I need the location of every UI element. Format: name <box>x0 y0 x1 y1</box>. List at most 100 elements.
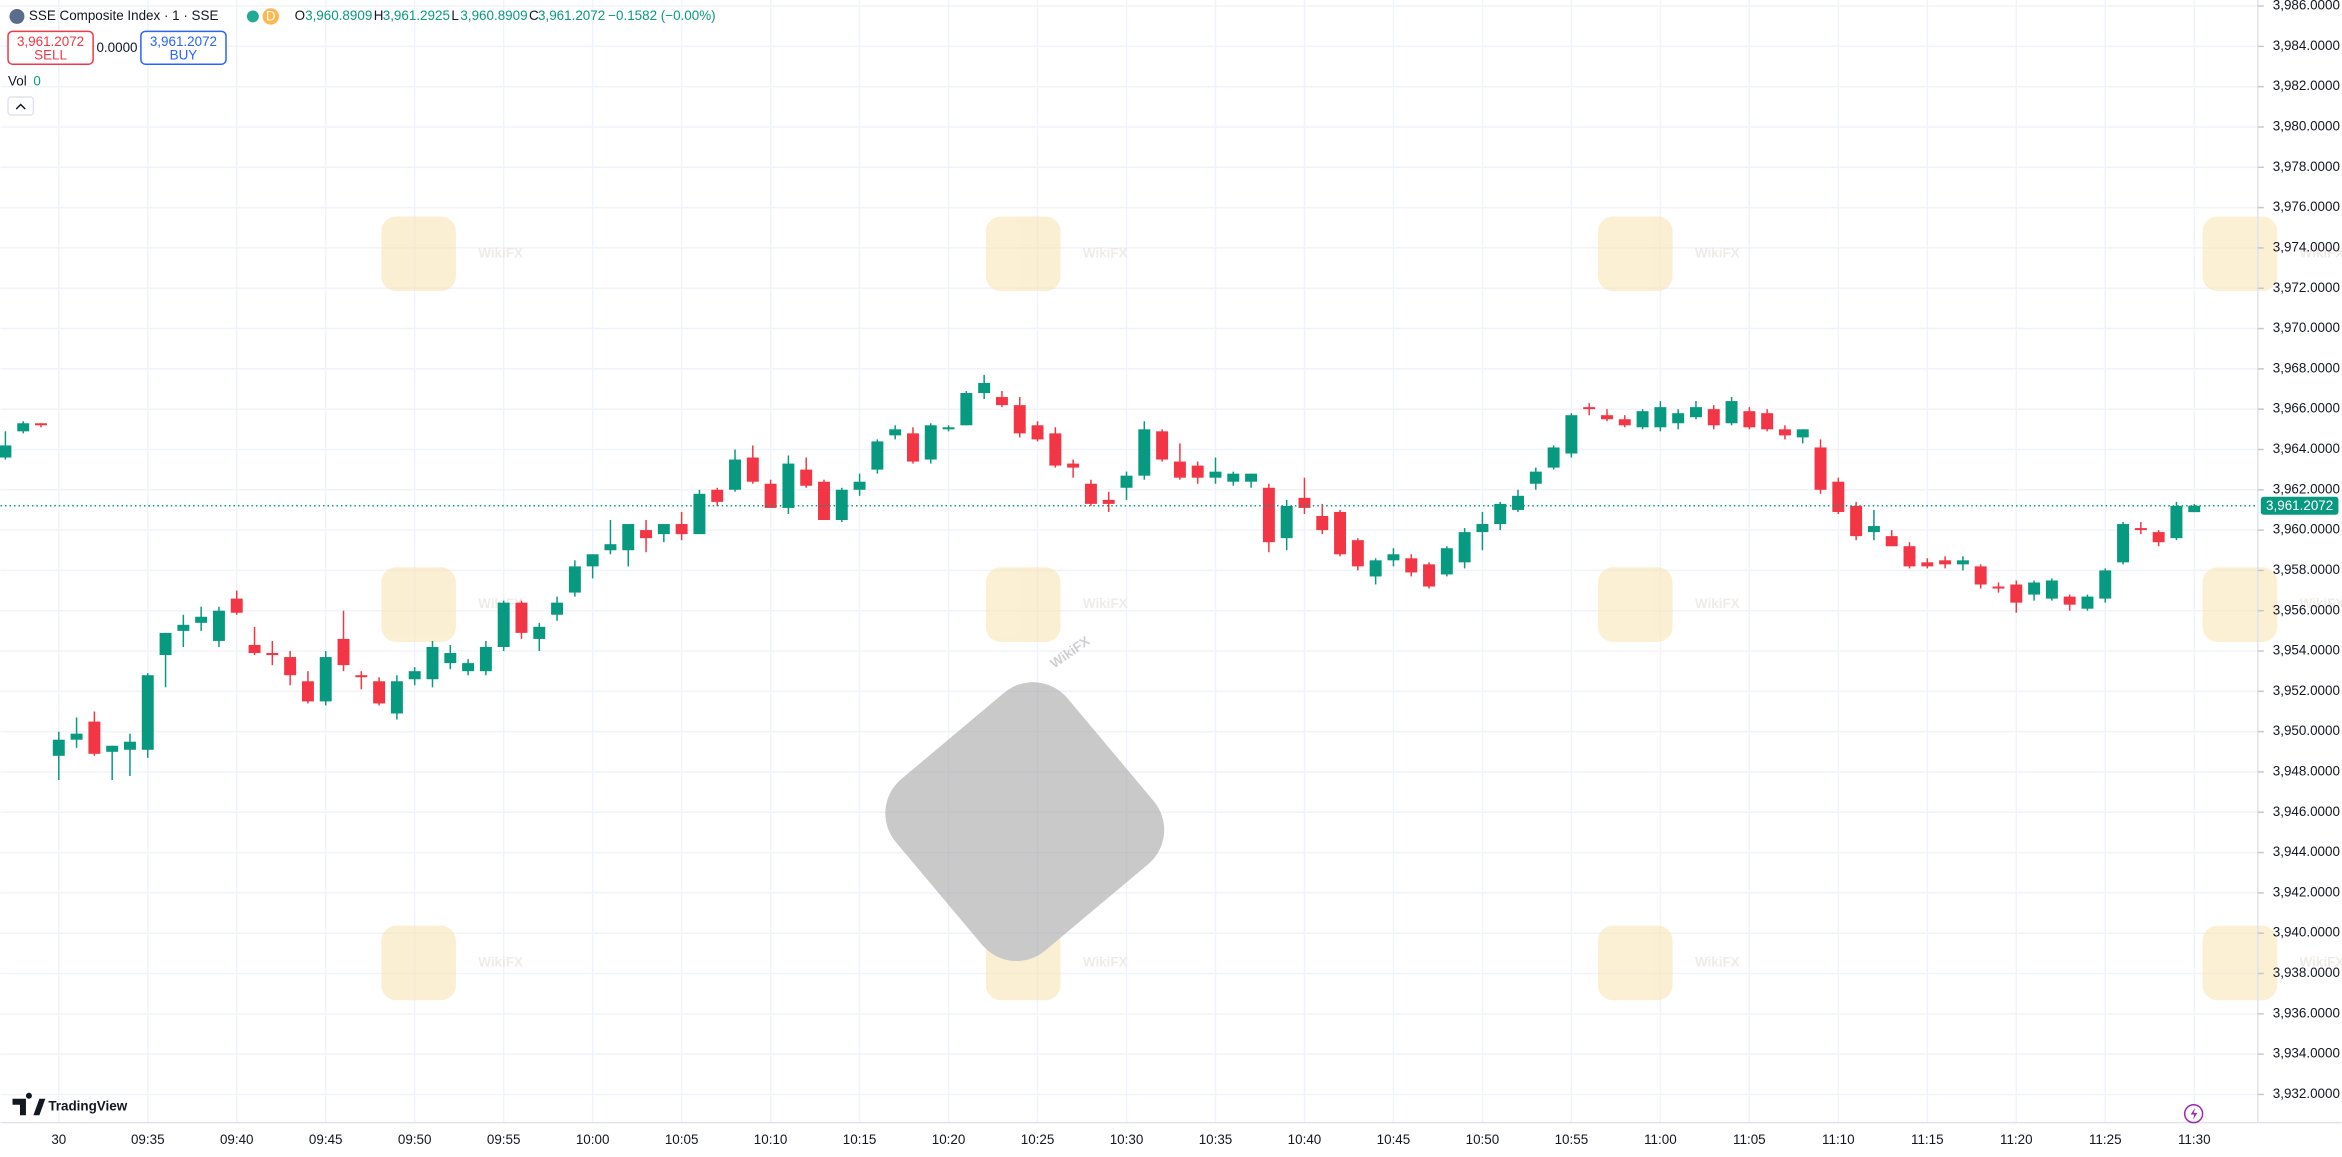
candle-body <box>1796 429 1809 438</box>
y-tick-label: 3,974.0000 <box>2273 239 2340 254</box>
market-status <box>246 10 259 23</box>
x-tick-label: 10:50 <box>1466 1132 1500 1147</box>
x-tick-label: 11:00 <box>1644 1132 1677 1147</box>
candle-body <box>284 657 297 676</box>
candle-body <box>693 493 706 535</box>
candle-body <box>1654 407 1667 428</box>
candle-body <box>88 721 101 754</box>
symbol-title[interactable]: SSE Composite Index · 1 · SSE <box>29 8 219 23</box>
buy-label: BUY <box>170 48 198 63</box>
interval-badge <box>262 8 279 25</box>
sell-label: SELL <box>34 48 67 63</box>
candle-body <box>1209 471 1222 478</box>
x-tick-label: 10:55 <box>1555 1132 1589 1147</box>
candle-body <box>1974 566 1987 585</box>
candle-body <box>1707 409 1720 426</box>
x-tick-label: 11:25 <box>2089 1132 2122 1147</box>
brand-logo <box>12 1092 46 1116</box>
x-tick-label: 11:30 <box>2178 1132 2211 1147</box>
candle-body <box>462 663 475 672</box>
candle-body <box>52 739 65 756</box>
candle-body <box>1191 465 1204 478</box>
candle-body <box>675 524 688 535</box>
high-value: 3,961.2925 <box>383 8 450 23</box>
buy-button[interactable] <box>140 30 227 65</box>
watermark-text: WikiFX <box>1083 596 1128 611</box>
candle-body <box>1725 401 1738 424</box>
candle-body <box>1636 411 1649 428</box>
x-tick-label: 10:35 <box>1199 1132 1233 1147</box>
y-tick-label: 3,940.0000 <box>2273 925 2340 940</box>
candle-body <box>2170 505 2183 539</box>
high-label: H <box>374 8 384 23</box>
brand-name: TradingView <box>48 1099 127 1114</box>
interval-text: D <box>266 9 276 24</box>
watermark-text: WikiFX <box>2300 954 2342 969</box>
candles <box>0 374 2258 781</box>
alert-icon[interactable] <box>2183 1104 2204 1124</box>
y-tick-label: 3,976.0000 <box>2273 199 2340 214</box>
candle-body <box>1138 429 1151 476</box>
candle-body <box>2134 528 2147 531</box>
candle-body <box>1743 411 1756 428</box>
candle-body <box>408 671 421 680</box>
y-tick-label: 3,944.0000 <box>2273 844 2340 859</box>
close-label: C <box>529 8 539 23</box>
low-label: L <box>451 8 459 23</box>
watermark-icon <box>985 567 1061 642</box>
candle-body <box>2152 532 2165 543</box>
sell-button[interactable] <box>7 30 94 65</box>
y-tick-label: 3,986.0000 <box>2273 0 2340 13</box>
grid <box>0 0 2258 1123</box>
x-tick-label: 10:10 <box>754 1132 788 1147</box>
watermark-icon <box>381 567 456 642</box>
candle-body <box>1423 564 1436 587</box>
x-tick-label: 09:50 <box>398 1132 432 1147</box>
candle-body <box>212 610 225 641</box>
open-value: 3,960.8909 <box>305 8 372 23</box>
candle-body <box>1832 481 1845 512</box>
candle-body <box>248 644 261 654</box>
candle-body <box>141 675 154 750</box>
x-tick-label: 10:05 <box>665 1132 699 1147</box>
symbol-icon <box>9 8 25 24</box>
y-tick-label: 3,948.0000 <box>2273 764 2340 779</box>
candle-body <box>1583 407 1596 410</box>
candle-body <box>1547 447 1560 468</box>
candle-body <box>622 524 635 551</box>
candle-body <box>2117 524 2130 563</box>
candle-body <box>1565 415 1578 454</box>
collapse-button[interactable] <box>7 96 35 116</box>
candle-body <box>2010 584 2023 603</box>
candle-body <box>1084 483 1097 504</box>
candle-body <box>1369 560 1382 577</box>
candle-body <box>800 469 813 486</box>
candle-body <box>2099 570 2112 599</box>
y-tick-label: 3,960.0000 <box>2273 522 2340 537</box>
y-tick-label: 3,962.0000 <box>2273 481 2340 496</box>
y-tick-label: 3,958.0000 <box>2273 562 2340 577</box>
candle-body <box>782 463 795 508</box>
x-tick-label: 30 <box>51 1132 66 1147</box>
candle-body <box>906 433 919 462</box>
candle-body <box>1387 554 1400 561</box>
candle-body <box>1921 562 1934 567</box>
watermark-icon <box>381 216 456 292</box>
y-tick-label: 3,978.0000 <box>2273 159 2340 174</box>
candle-body <box>1672 413 1685 424</box>
y-tick-label: 3,932.0000 <box>2273 1086 2340 1101</box>
candle-body <box>924 425 937 460</box>
watermark-large-icon <box>885 682 1165 962</box>
x-tick-label: 09:35 <box>131 1132 165 1147</box>
x-tick-label: 09:40 <box>220 1132 254 1147</box>
candle-body <box>1173 461 1186 478</box>
candle-body <box>1440 548 1453 575</box>
candle-body <box>1031 425 1044 440</box>
candle-body <box>0 445 12 458</box>
last-price-label: 3,961.2072 <box>2266 498 2333 513</box>
candle-body <box>1458 532 1471 563</box>
y-tick-label: 3,980.0000 <box>2273 119 2340 134</box>
sell-price: 3,961.2072 <box>17 34 84 49</box>
candle-body <box>2081 596 2094 609</box>
